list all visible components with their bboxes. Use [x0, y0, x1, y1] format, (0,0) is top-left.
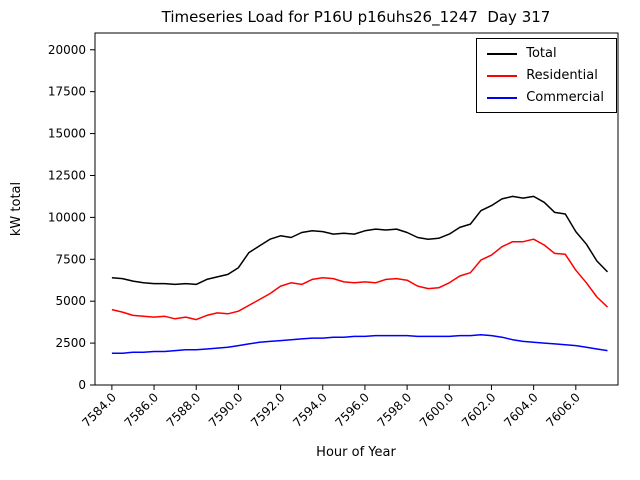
series-line-commercial [111, 333, 608, 354]
x-tick-label: 7594.0 [290, 390, 330, 430]
legend-line-total-icon [487, 52, 518, 55]
legend-item-commercial: Commercial [487, 90, 604, 105]
legend-item-total: Total [487, 46, 604, 61]
y-tick-label: 0 [78, 378, 86, 392]
y-tick-label: 12500 [48, 168, 86, 182]
y-tick-label: 20000 [48, 43, 86, 57]
x-tick-label: 7600.0 [417, 390, 457, 430]
legend-line-commercial-icon [487, 96, 518, 99]
legend-line-residential-icon [487, 74, 518, 77]
legend-label-total: Total [526, 46, 557, 61]
legend-item-residential: Residential [487, 68, 604, 83]
x-tick-label: 7602.0 [459, 390, 499, 430]
legend-label-commercial: Commercial [526, 90, 604, 105]
legend-label-residential: Residential [526, 68, 598, 83]
y-tick-label: 17500 [48, 85, 86, 99]
y-tick-label: 15000 [48, 127, 86, 141]
series-line-residential [111, 238, 609, 321]
legend: Total Residential Commercial [476, 38, 617, 113]
x-axis-label: Hour of Year [316, 445, 396, 460]
y-tick-label: 5000 [55, 294, 86, 308]
x-tick-label: 7588.0 [164, 390, 204, 430]
y-axis-label: kW total [9, 182, 24, 236]
y-tick-label: 10000 [48, 210, 86, 224]
x-tick-label: 7596.0 [332, 390, 372, 430]
x-tick-label: 7604.0 [501, 390, 541, 430]
x-tick-label: 7584.0 [79, 390, 119, 430]
chart-title: Timeseries Load for P16U p16uhs26_1247 D… [161, 8, 551, 27]
x-tick-label: 7586.0 [122, 390, 162, 430]
x-tick-label: 7590.0 [206, 390, 246, 430]
axes-frame [94, 32, 619, 386]
series-line-total [111, 195, 609, 286]
x-tick-label: 7606.0 [543, 390, 583, 430]
y-tick-label: 2500 [55, 336, 86, 350]
y-tick-label: 7500 [55, 252, 86, 266]
x-tick-label: 7598.0 [375, 390, 415, 430]
x-tick-label: 7592.0 [248, 390, 288, 430]
